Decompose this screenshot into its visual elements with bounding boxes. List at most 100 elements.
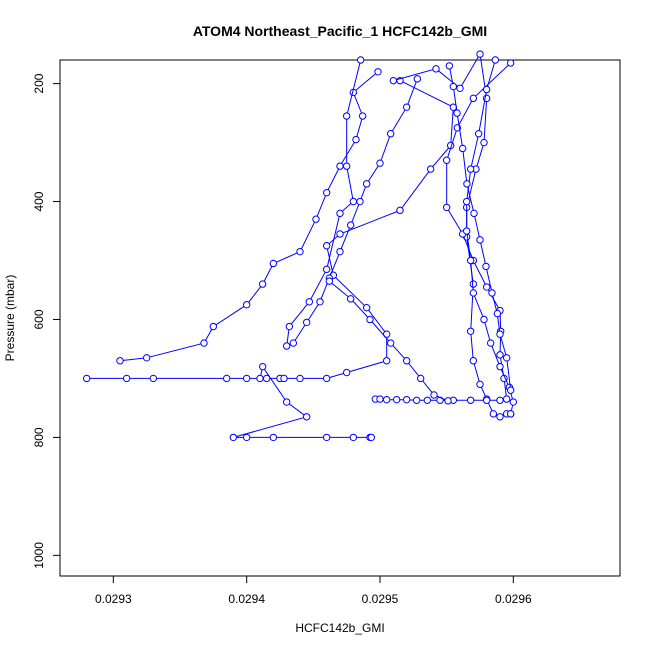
data-point: [466, 396, 475, 404]
data-point: [502, 395, 511, 403]
data-point: [142, 354, 151, 362]
data-point: [412, 396, 421, 404]
data-point: [358, 112, 367, 120]
data-point: [382, 395, 391, 404]
data-point: [282, 342, 291, 350]
data-point: [322, 433, 331, 442]
data-point: [392, 395, 401, 404]
y-tick-label: 1000: [32, 542, 46, 569]
data-point: [336, 162, 344, 170]
series-5: [462, 56, 518, 418]
data-point: [280, 374, 288, 383]
data-point: [366, 315, 374, 324]
x-tick-label: 0.0295: [362, 592, 399, 606]
series-line: [466, 59, 514, 414]
data-point: [493, 309, 502, 318]
data-point: [367, 433, 376, 442]
data-point: [389, 76, 398, 85]
series-line: [292, 78, 418, 344]
data-point: [469, 94, 478, 103]
data-point: [336, 230, 344, 238]
data-point: [116, 357, 124, 365]
data-point: [474, 130, 483, 138]
data-point: [469, 280, 478, 288]
data-point: [489, 410, 498, 418]
y-tick-label: 200: [32, 73, 46, 93]
data-point: [423, 396, 432, 404]
data-point: [289, 339, 298, 347]
data-point: [462, 227, 471, 235]
data-point: [262, 374, 271, 383]
y-axis-label: Pressure (mbar): [3, 275, 17, 362]
series-6: [445, 62, 515, 394]
data-point: [482, 262, 490, 271]
data-point: [432, 65, 440, 73]
data-point: [82, 374, 91, 383]
data-point: [466, 327, 475, 335]
y-tick-label: 800: [32, 427, 46, 447]
data-point: [316, 298, 324, 306]
data-point: [466, 165, 475, 173]
data-point: [349, 197, 358, 206]
data-point: [322, 188, 331, 197]
data-point: [488, 289, 496, 297]
data-point: [356, 56, 365, 64]
data-point: [346, 295, 355, 303]
data-point: [413, 75, 422, 83]
data-point: [469, 289, 478, 297]
data-point: [362, 303, 371, 312]
series-1: [116, 68, 382, 365]
data-point: [496, 413, 504, 421]
data-point: [200, 339, 208, 347]
data-point: [402, 395, 411, 404]
data-point: [509, 398, 518, 406]
data-point: [496, 351, 504, 359]
data-point: [482, 85, 491, 94]
data-point: [453, 109, 461, 117]
data-point: [480, 138, 488, 147]
data-point: [476, 50, 484, 58]
data-point: [258, 362, 267, 371]
data-point: [356, 197, 364, 206]
series-8: [371, 395, 504, 404]
data-point: [444, 397, 452, 405]
data-point: [242, 433, 251, 442]
series-9: [325, 277, 452, 405]
series-0: [82, 76, 458, 442]
data-point: [402, 103, 411, 111]
data-point: [496, 330, 504, 338]
data-point: [242, 374, 251, 383]
data-point: [258, 280, 267, 288]
data-point: [466, 256, 475, 265]
data-point: [442, 156, 451, 164]
data-point: [302, 318, 311, 327]
data-point: [382, 357, 391, 365]
data-point: [312, 215, 320, 223]
data-point: [396, 206, 404, 215]
data-point: [342, 112, 351, 120]
data-point: [482, 283, 491, 291]
data-point: [456, 84, 464, 93]
data-point: [486, 339, 495, 347]
data-point: [296, 247, 304, 256]
data-point: [462, 197, 471, 206]
data-point: [285, 322, 294, 331]
data-point: [296, 374, 304, 383]
x-axis: 0.0293 0.0294 0.0295 0.0296: [95, 576, 532, 606]
y-tick-label: 600: [32, 309, 46, 329]
data-point: [386, 130, 395, 138]
data-point: [269, 259, 278, 268]
data-point: [336, 247, 344, 256]
data-point: [386, 339, 395, 347]
data-point: [322, 242, 331, 250]
data-point: [269, 433, 278, 442]
data-point: [325, 277, 334, 285]
x-tick-label: 0.0293: [95, 592, 132, 606]
data-point: [305, 298, 314, 306]
data-point: [482, 396, 491, 404]
y-tick-label: 400: [32, 191, 46, 211]
data-point: [349, 433, 358, 442]
series-2: [282, 56, 365, 350]
